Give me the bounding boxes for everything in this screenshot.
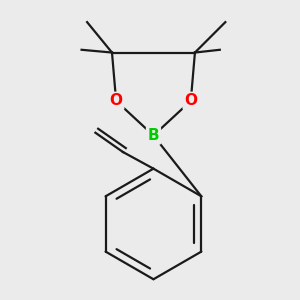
Text: O: O (184, 93, 197, 108)
Text: O: O (110, 93, 123, 108)
Text: B: B (148, 128, 159, 143)
